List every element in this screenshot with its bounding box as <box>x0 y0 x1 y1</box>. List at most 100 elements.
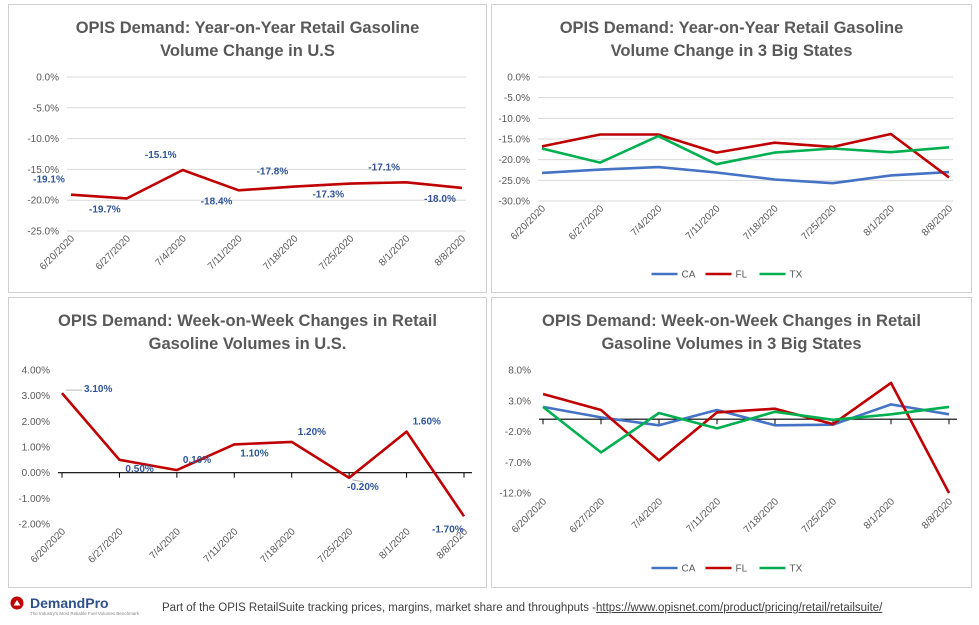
series-line-ca <box>541 165 950 185</box>
x-tick-label: 7/4/2020 <box>629 203 665 239</box>
x-tick-label: 6/27/2020 <box>568 496 608 536</box>
chart-title-line-1: OPIS Demand: Week-on-Week Changes in Ret… <box>542 312 921 330</box>
x-tick-label: 7/25/2020 <box>800 496 840 536</box>
x-tick-label: 6/20/2020 <box>38 233 78 273</box>
chart-title-line-2: Volume Change in U.S <box>160 42 335 60</box>
y-tick-label: 3.0% <box>508 396 531 407</box>
x-tick-label: 7/11/2020 <box>202 526 241 565</box>
chart-panel-yoy-states: OPIS Demand: Year-on-Year Retail Gasolin… <box>491 4 972 293</box>
legend-label-fl: FL <box>736 564 748 575</box>
y-tick-label: -30.0% <box>498 197 530 208</box>
chart-title-line-1: OPIS Demand: Year-on-Year Retail Gasolin… <box>75 19 420 37</box>
x-tick-label: 7/11/2020 <box>684 203 723 242</box>
chart-title-line-2: Gasoline Volumes in U.S. <box>148 335 347 353</box>
x-tick-label: 7/11/2020 <box>684 496 723 535</box>
x-tick-label: 7/18/2020 <box>741 203 781 243</box>
series-line-fl <box>541 132 950 179</box>
chart-title: OPIS Demand: Week-on-Week Changes in Ret… <box>492 310 971 356</box>
retailsuite-link[interactable]: https://www.opisnet.com/product/pricing/… <box>596 602 883 614</box>
data-label: -18.0% <box>424 194 456 205</box>
chart-svg: 4.00% 3.00% 2.00% 1.00% 0.00% -1.00% -2.00%6/2… <box>18 366 472 566</box>
legend-label-ca: CA <box>682 270 696 281</box>
series-line-tx <box>541 134 950 166</box>
x-tick-label: 7/4/2020 <box>154 233 190 269</box>
series-line-us <box>61 392 466 518</box>
y-tick-label: -15.0% <box>27 165 59 176</box>
y-tick-label: 0.0% <box>507 73 530 84</box>
data-label: -1.70% <box>432 524 464 535</box>
chart-panel-wow-states: OPIS Demand: Week-on-Week Changes in Ret… <box>491 297 972 588</box>
leader-line <box>352 479 364 483</box>
y-tick-label: 1.00% <box>22 443 50 454</box>
series-line-tx <box>542 405 950 454</box>
y-tick-label: -25.0% <box>27 227 59 238</box>
y-tick-label: -5.0% <box>504 93 530 104</box>
demandpro-logo-icon <box>10 596 24 610</box>
x-tick-label: 7/4/2020 <box>148 526 184 562</box>
data-label: -0.20% <box>347 482 379 493</box>
x-tick-label: 6/20/2020 <box>29 526 69 566</box>
y-tick-label: 4.00% <box>22 366 50 377</box>
x-tick-label: 8/8/2020 <box>433 233 469 269</box>
data-label: -17.8% <box>257 167 289 178</box>
y-tick-label: -12.0% <box>499 489 531 500</box>
data-label: 1.20% <box>298 427 326 438</box>
x-tick-label: 8/1/2020 <box>377 233 413 269</box>
y-tick-label: -2.0% <box>505 427 531 438</box>
data-label: 0.50% <box>125 464 153 475</box>
y-tick-label: 0.0% <box>36 73 59 84</box>
chart-panel-wow-us: OPIS Demand: Week-on-Week Changes in Ret… <box>8 297 487 588</box>
y-tick-label: -5.0% <box>33 103 59 114</box>
y-tick-label: -20.0% <box>498 155 530 166</box>
chart-svg: 0.0%-5.0%-10.0%-15.0%-20.0%-25.0%-30.0%6… <box>498 73 956 281</box>
data-label: -19.1% <box>33 175 65 186</box>
x-tick-label: 7/25/2020 <box>317 233 357 273</box>
y-tick-label: -7.0% <box>505 458 531 469</box>
x-tick-label: 8/8/2020 <box>920 203 956 239</box>
y-tick-label: -10.0% <box>27 134 59 145</box>
x-tick-label: 7/25/2020 <box>316 526 356 566</box>
chart-title: OPIS Demand: Year-on-Year Retail Gasolin… <box>9 17 486 63</box>
x-tick-label: 7/18/2020 <box>261 233 301 273</box>
data-label: -18.4% <box>201 196 233 207</box>
chart-panel-yoy-us: OPIS Demand: Year-on-Year Retail Gasolin… <box>8 4 487 293</box>
chart-svg: 0.0% -5.0% -10.0% -15.0% -20.0% -25.0%6/20/20… <box>27 73 469 273</box>
legend-label-tx: TX <box>790 564 803 575</box>
data-label: 1.60% <box>413 417 441 428</box>
series-line-fl <box>542 381 951 494</box>
x-tick-label: 7/25/2020 <box>800 203 840 243</box>
legend-label-fl: FL <box>736 270 748 281</box>
legend-label-ca: CA <box>682 564 696 575</box>
x-tick-label: 8/8/2020 <box>920 496 956 532</box>
chart-title-line-1: OPIS Demand: Week-on-Week Changes in Ret… <box>58 312 437 330</box>
x-tick-label: 8/1/2020 <box>377 526 413 562</box>
x-tick-label: 8/1/2020 <box>862 203 898 239</box>
legend-label-tx: TX <box>790 270 803 281</box>
x-tick-label: 8/1/2020 <box>862 496 898 532</box>
data-label: -15.1% <box>145 150 177 161</box>
y-tick-label: 2.00% <box>22 417 50 428</box>
x-tick-label: 6/20/2020 <box>510 496 550 536</box>
data-label: -17.1% <box>368 162 400 173</box>
footer: DemandPro The Industry's Most Reliable F… <box>0 594 979 625</box>
chart-title-line-1: OPIS Demand: Year-on-Year Retail Gasolin… <box>559 19 904 37</box>
series-line-us <box>70 168 463 200</box>
y-tick-label: -20.0% <box>27 196 59 207</box>
x-tick-label: 7/11/2020 <box>206 233 245 272</box>
data-label: 3.10% <box>84 384 112 395</box>
y-tick-label: 8.0% <box>508 366 531 377</box>
x-tick-label: 7/18/2020 <box>259 526 299 566</box>
x-tick-label: 6/27/2020 <box>567 203 607 243</box>
data-label: -17.3% <box>312 190 344 201</box>
chart-title: OPIS Demand: Week-on-Week Changes in Ret… <box>9 310 486 356</box>
y-tick-label: -1.00% <box>18 494 50 505</box>
x-tick-label: 7/18/2020 <box>742 496 782 536</box>
chart-title-line-2: Gasoline Volumes in 3 Big States <box>601 335 862 353</box>
y-tick-label: -10.0% <box>498 114 530 125</box>
y-tick-label: 3.00% <box>22 391 50 402</box>
footer-caption: Part of the OPIS RetailSuite tracking pr… <box>162 602 882 614</box>
footer-caption-text: Part of the OPIS RetailSuite tracking pr… <box>162 602 597 614</box>
y-tick-label: 0.00% <box>22 468 50 479</box>
y-tick-label: -15.0% <box>498 135 530 146</box>
y-tick-label: -2.00% <box>18 520 50 531</box>
